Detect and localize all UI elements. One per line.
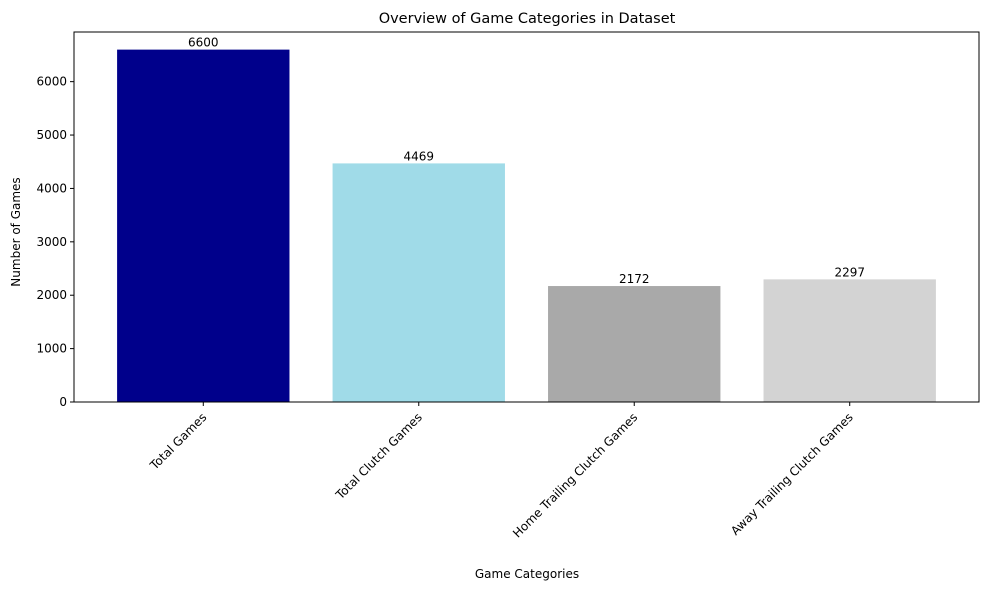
y-tick-label: 2000 [36,288,67,302]
plot-frame [73,31,980,403]
bar [763,279,936,402]
y-tick-label: 1000 [36,342,67,356]
x-axis-label: Game Categories [475,567,579,581]
bar-value-label: 6600 [188,36,219,50]
y-tick-label: 5000 [36,128,67,142]
y-axis: 0 1000 2000 3000 4000 5000 6000 [36,75,74,409]
y-tick-label: 0 [59,395,67,409]
y-tick-label: 3000 [36,235,67,249]
chart-title: Overview of Game Categories in Dataset [379,11,676,27]
data-labels-layer: 6600 4469 2172 2297 [188,36,865,286]
bar-value-label: 4469 [403,149,434,163]
bar-value-label: 2172 [619,272,650,286]
y-tick-label: 4000 [36,181,67,195]
y-tick-label: 6000 [36,75,67,89]
bar [117,49,290,402]
bar-value-label: 2297 [834,265,865,279]
bar [548,286,721,402]
bar [332,163,505,402]
y-axis-label: Number of Games [9,177,23,286]
bars-layer [117,49,936,402]
